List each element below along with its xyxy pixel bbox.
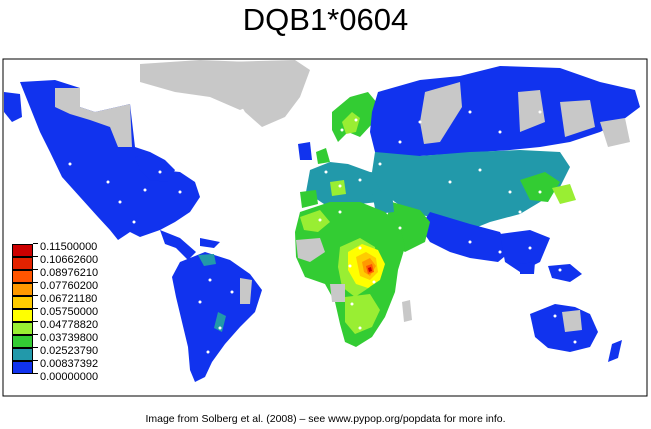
legend-label: 0.07760200 [40,280,99,292]
legend-swatch [12,309,33,322]
legend-swatch [12,257,33,270]
image-caption: Image from Solberg et al. (2008) – see w… [145,413,506,425]
world-map [2,58,648,397]
legend-label: 0.02523790 [40,345,99,357]
legend-label: 0.04778820 [40,319,99,331]
legend-label: 0.10662600 [40,254,99,266]
legend-label: 0.11500000 [40,241,98,253]
legend-swatch [12,244,33,257]
legend-swatch [12,322,33,335]
legend-swatch [12,296,33,309]
region-europe [298,92,392,212]
legend-swatch [12,283,33,296]
region-greenland [225,60,310,127]
region-south-america [172,252,262,382]
legend-label: 0.00000000 [40,371,99,383]
legend-swatch [12,348,33,361]
legend-label: 0.05750000 [40,306,99,318]
region-oceania [520,262,622,362]
legend-label: 0.03739800 [40,332,99,344]
region-asia [370,66,640,272]
map-title: DQB1*0604 [242,2,409,37]
legend-label: 0.00837392 [40,358,99,370]
legend-swatch [12,270,33,283]
legend-label: 0.06721180 [40,293,98,305]
legend-swatch [12,335,33,348]
sample-points [28,110,582,354]
region-africa [295,202,412,347]
legend-label: 0.08976210 [40,267,99,279]
